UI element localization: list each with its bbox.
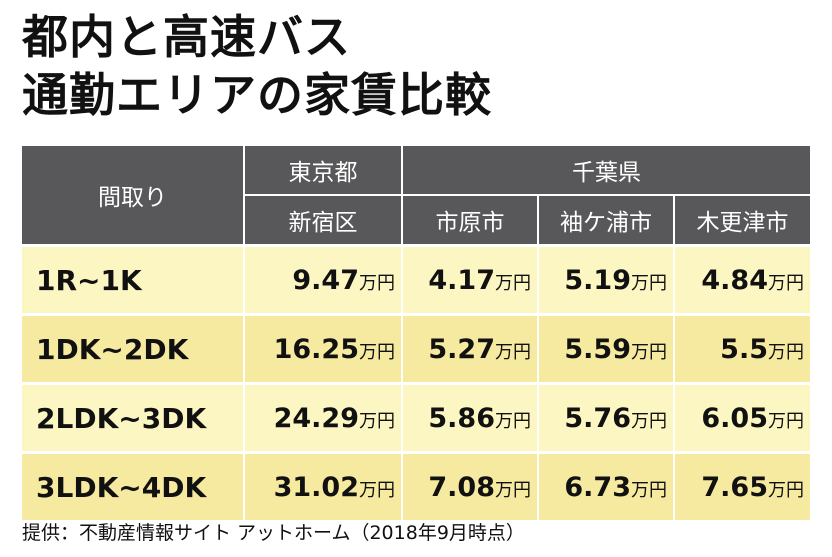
rent-cell-ichihara: 7.08万円 xyxy=(401,451,538,520)
rent-value: 7.65 xyxy=(701,471,769,503)
header-tokyo: 東京都 xyxy=(243,146,402,196)
rent-unit: 万円 xyxy=(768,479,805,501)
rent-value: 4.17 xyxy=(428,264,495,296)
rent-cell-shinjuku: 9.47万円 xyxy=(243,244,402,315)
header-kisarazu: 木更津市 xyxy=(672,195,811,246)
row-layout-label: 2LDK~3DK xyxy=(22,382,244,453)
rent-cell-shinjuku: 24.29万円 xyxy=(243,382,402,453)
header-ichihara: 市原市 xyxy=(401,195,538,246)
rent-value: 4.84 xyxy=(701,264,769,296)
header-chiba: 千葉県 xyxy=(400,146,811,196)
rent-unit: 万円 xyxy=(631,272,667,294)
rent-cell-sodegaura: 5.59万円 xyxy=(537,313,674,384)
rent-value: 5.76 xyxy=(564,402,631,434)
table-row: 1R~1K 9.47万円 4.17万円 5.19万円 4.84万円 xyxy=(22,244,811,315)
rent-value: 7.08 xyxy=(428,471,495,503)
source-note: 提供：不動産情報サイト アットホーム（2018年9月時点） xyxy=(22,522,525,544)
title-line-1: 都内と高速バス xyxy=(22,10,351,64)
chart-title: 都内と高速バス 通勤エリアの家賃比較 xyxy=(22,8,492,124)
rent-value: 5.5 xyxy=(720,333,769,365)
rent-unit: 万円 xyxy=(631,341,667,363)
table-row: 1DK~2DK 16.25万円 5.27万円 5.59万円 5.5万円 xyxy=(22,313,811,384)
rent-unit: 万円 xyxy=(768,272,805,294)
rent-comparison-table: 間取り 東京都 千葉県 新宿区 市原市 袖ケ浦市 木更津市 1R~1K 9.47万… xyxy=(22,146,811,520)
rent-unit: 万円 xyxy=(495,341,531,363)
rent-cell-sodegaura: 5.19万円 xyxy=(537,244,674,315)
table-row: 3LDK~4DK 31.02万円 7.08万円 6.73万円 7.65万円 xyxy=(22,451,811,520)
rent-unit: 万円 xyxy=(359,341,395,363)
rent-unit: 万円 xyxy=(768,341,805,363)
header-shinjuku: 新宿区 xyxy=(243,195,402,246)
rent-value: 6.05 xyxy=(701,402,769,434)
rent-cell-kisarazu: 4.84万円 xyxy=(672,244,811,315)
row-layout-label: 1DK~2DK xyxy=(22,313,244,384)
rent-unit: 万円 xyxy=(359,479,395,501)
rent-value: 5.27 xyxy=(428,333,495,365)
rent-unit: 万円 xyxy=(631,410,667,432)
rent-unit: 万円 xyxy=(495,410,531,432)
header-sodegaura: 袖ケ浦市 xyxy=(537,195,674,246)
rent-unit: 万円 xyxy=(495,479,531,501)
rent-value: 6.73 xyxy=(564,471,631,503)
rent-cell-ichihara: 4.17万円 xyxy=(401,244,538,315)
table-row: 2LDK~3DK 24.29万円 5.86万円 5.76万円 6.05万円 xyxy=(22,382,811,453)
rent-cell-sodegaura: 6.73万円 xyxy=(537,451,674,520)
rent-cell-ichihara: 5.86万円 xyxy=(401,382,538,453)
rent-cell-kisarazu: 5.5万円 xyxy=(672,313,811,384)
rent-unit: 万円 xyxy=(359,410,395,432)
header-layout: 間取り xyxy=(22,146,244,246)
rent-cell-ichihara: 5.27万円 xyxy=(401,313,538,384)
rent-value: 9.47 xyxy=(292,264,359,296)
rent-cell-sodegaura: 5.76万円 xyxy=(537,382,674,453)
rent-cell-kisarazu: 7.65万円 xyxy=(672,451,811,520)
rent-unit: 万円 xyxy=(495,272,531,294)
rent-cell-kisarazu: 6.05万円 xyxy=(672,382,811,453)
rent-value: 24.29 xyxy=(273,402,359,434)
rent-value: 31.02 xyxy=(273,471,359,503)
rent-value: 5.86 xyxy=(428,402,495,434)
rent-unit: 万円 xyxy=(359,272,395,294)
rent-cell-shinjuku: 16.25万円 xyxy=(243,313,402,384)
rent-value: 16.25 xyxy=(273,333,359,365)
row-layout-label: 3LDK~4DK xyxy=(22,451,244,520)
rent-value: 5.19 xyxy=(564,264,631,296)
rent-cell-shinjuku: 31.02万円 xyxy=(243,451,402,520)
rent-unit: 万円 xyxy=(631,479,667,501)
rent-unit: 万円 xyxy=(768,410,805,432)
title-line-2: 通勤エリアの家賃比較 xyxy=(22,68,492,122)
table-body: 1R~1K 9.47万円 4.17万円 5.19万円 4.84万円 1DK~2DK 16.2… xyxy=(22,244,811,520)
row-layout-label: 1R~1K xyxy=(22,244,244,315)
rent-value: 5.59 xyxy=(564,333,631,365)
